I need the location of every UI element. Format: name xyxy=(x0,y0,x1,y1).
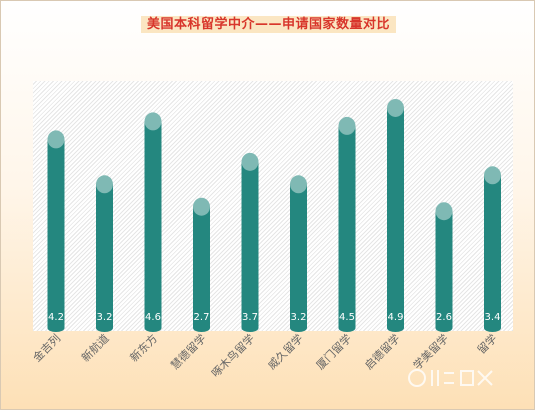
bar-group: 3.2 威久留学 xyxy=(265,175,307,372)
category-label: 新东方 xyxy=(127,331,160,364)
category-label: 厦门留学 xyxy=(313,331,354,372)
data-label: 3.2 xyxy=(97,312,113,323)
bar-cap xyxy=(338,116,356,135)
bar-group: 3.7 啄木鸟留学 xyxy=(208,152,259,380)
bar-group: 4.6 新东方 xyxy=(127,112,162,364)
category-label: 威久留学 xyxy=(265,331,306,372)
bar-base xyxy=(96,324,113,332)
bar-cap xyxy=(241,152,259,171)
bar xyxy=(96,184,113,328)
bar xyxy=(47,139,65,328)
bar-base xyxy=(338,324,356,332)
bar-base xyxy=(241,324,259,332)
chart-title: 美国本科留学中介——申请国家数量对比 xyxy=(1,13,534,33)
watermark-logo xyxy=(408,369,493,387)
category-label: 留学 xyxy=(474,331,499,356)
data-label: 4.9 xyxy=(388,312,404,323)
bar-group: 4.5 厦门留学 xyxy=(313,116,356,372)
data-label: 3.4 xyxy=(485,312,501,323)
bar-group: 4.9 启德留学 xyxy=(362,98,404,372)
bar xyxy=(241,161,259,328)
bar-base xyxy=(387,324,404,332)
data-label: 3.2 xyxy=(291,312,307,323)
bar xyxy=(144,121,162,328)
bar xyxy=(435,211,453,328)
bar-cap xyxy=(387,98,404,117)
category-label: 啄木鸟留学 xyxy=(208,331,257,380)
data-label: 4.6 xyxy=(145,312,161,323)
bar-group: 3.2 新航道 xyxy=(78,175,113,364)
bar-cap xyxy=(96,175,113,194)
bar-cap xyxy=(290,175,307,194)
category-label: 慧德留学 xyxy=(168,331,209,372)
bar-cap xyxy=(193,197,210,216)
data-label: 4.5 xyxy=(339,312,355,323)
bar-base xyxy=(435,324,453,332)
bar-cap xyxy=(144,112,162,131)
bar-base xyxy=(290,324,307,332)
category-label: 新航道 xyxy=(78,331,111,364)
chart-title-text: 美国本科留学中介——申请国家数量对比 xyxy=(140,16,396,33)
bar-cap xyxy=(484,166,501,185)
bar-base xyxy=(484,324,501,332)
bar-group: 2.7 慧德留学 xyxy=(168,197,210,372)
bar xyxy=(484,175,501,328)
category-label: 启德留学 xyxy=(362,331,403,372)
bar xyxy=(387,107,404,328)
data-label: 2.7 xyxy=(194,312,210,323)
data-label: 2.6 xyxy=(436,312,452,323)
bar-base xyxy=(144,324,162,332)
data-label: 4.2 xyxy=(48,312,64,323)
category-label: 金吉列 xyxy=(30,331,63,364)
bar-group: 4.2 金吉列 xyxy=(30,130,65,364)
bar xyxy=(290,184,307,328)
data-label: 3.7 xyxy=(242,312,258,323)
bar xyxy=(193,206,210,328)
bar-group: 3.4 留学 xyxy=(474,166,501,357)
bar xyxy=(338,125,356,328)
bar-cap xyxy=(47,130,65,149)
bar-cap xyxy=(435,202,453,221)
bar-base xyxy=(193,324,210,332)
bar-base xyxy=(47,324,65,332)
